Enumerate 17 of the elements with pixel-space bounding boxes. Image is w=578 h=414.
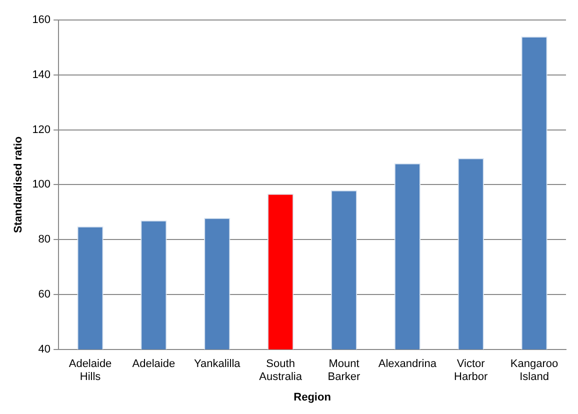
x-tick-label: Kangaroo Island [510, 358, 558, 384]
x-tick-label: Adelaide [132, 358, 176, 370]
y-tick-label: 100 [32, 178, 51, 191]
x-axis-title: Region [294, 391, 332, 404]
y-tick-label: 160 [32, 14, 51, 26]
y-axis-title: Standardised ratio [12, 136, 25, 233]
x-tick-label: Yankalilla [194, 358, 242, 370]
y-tick-label: 120 [32, 124, 51, 136]
x-tick-label: Victor Harbor [454, 358, 488, 384]
x-tick-label: South Australia [259, 358, 303, 384]
x-tick-label: Adelaide Hills [68, 358, 112, 384]
y-tick-label: 140 [32, 68, 51, 81]
y-tick-label: 60 [38, 288, 51, 301]
x-tick-label: Alexandrina [378, 358, 438, 370]
x-tick-label: Mount Barker [328, 358, 361, 384]
y-tick-label: 80 [38, 234, 51, 246]
y-tick-label: 40 [38, 343, 51, 356]
